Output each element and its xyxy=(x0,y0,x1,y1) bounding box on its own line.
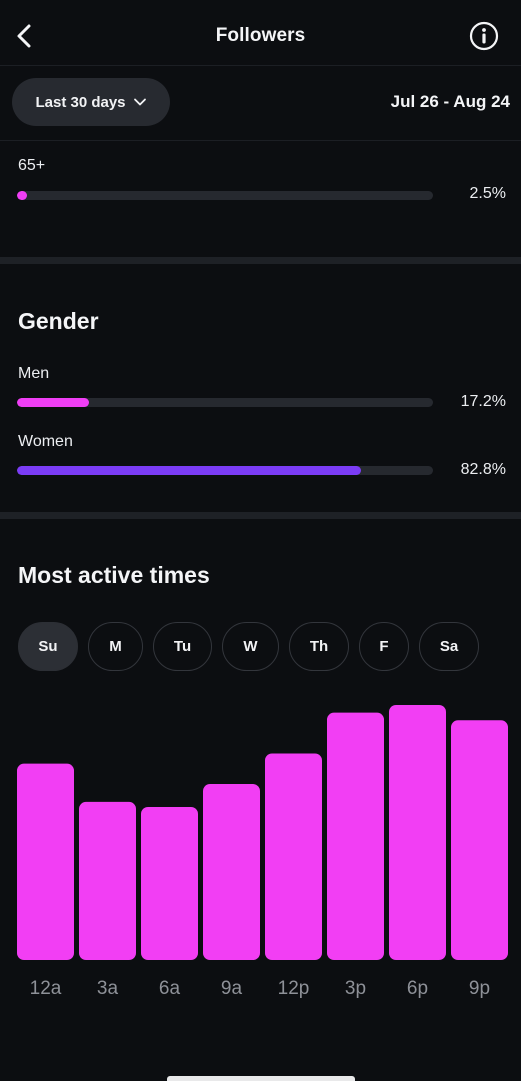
chart-tick-label: 9a xyxy=(221,978,243,999)
age-label-65plus: 65+ xyxy=(18,157,46,174)
men-percent: 17.2% xyxy=(460,393,506,410)
chevron-down-icon xyxy=(133,98,146,106)
chart-tick-label: 12a xyxy=(30,978,62,999)
chart-tick-label: 3p xyxy=(345,978,366,999)
day-tab-f[interactable]: F xyxy=(359,622,409,671)
info-icon xyxy=(469,21,499,51)
chevron-left-icon xyxy=(17,24,31,48)
date-range-dropdown[interactable]: Last 30 days xyxy=(12,78,170,126)
day-tab-tu[interactable]: Tu xyxy=(153,622,212,671)
women-bar-fill xyxy=(17,466,362,475)
day-tab-m[interactable]: M xyxy=(88,622,143,671)
women-bar-track xyxy=(17,466,433,475)
age-percent: 2.5% xyxy=(469,185,506,202)
chart-tick-label: 6a xyxy=(159,978,181,999)
top-bar: Followers xyxy=(0,0,521,66)
age-bar-track xyxy=(17,191,433,200)
date-range-row: Last 30 days Jul 26 - Aug 24 xyxy=(0,66,521,141)
date-range-label: Last 30 days xyxy=(35,93,126,111)
info-button[interactable] xyxy=(469,21,499,51)
day-tab-w[interactable]: W xyxy=(222,622,279,671)
chart-bar-9a[interactable] xyxy=(203,784,260,960)
men-bar-fill xyxy=(17,398,89,407)
chart-tick-label: 3a xyxy=(97,978,119,999)
age-bar-fill xyxy=(17,191,28,200)
gender-label-men: Men xyxy=(18,365,50,382)
day-tab-sa[interactable]: Sa xyxy=(419,622,479,671)
most-active-title: Most active times xyxy=(18,562,210,588)
section-divider xyxy=(0,512,521,519)
gender-label-women: Women xyxy=(18,433,73,450)
active-times-chart: 12a 3a 6a 9a 12p 3p 6p 9p xyxy=(17,705,508,999)
date-range-text: Jul 26 - Aug 24 xyxy=(390,92,510,111)
chart-tick-label: 6p xyxy=(407,978,428,999)
chart-bar-6p[interactable] xyxy=(389,705,446,960)
chart-bar-3a[interactable] xyxy=(79,801,136,960)
men-bar-track xyxy=(17,398,433,407)
chart-bar-9p[interactable] xyxy=(451,720,508,960)
chart-bar-12p[interactable] xyxy=(265,753,322,960)
day-tab-th[interactable]: Th xyxy=(289,622,349,671)
chart-tick-label: 9p xyxy=(469,978,490,999)
women-percent: 82.8% xyxy=(460,461,506,478)
back-button[interactable] xyxy=(8,18,40,54)
day-tab-su[interactable]: Su xyxy=(18,622,78,671)
chart-bar-6a[interactable] xyxy=(141,807,198,960)
chart-bar-12a[interactable] xyxy=(17,763,74,960)
chart-tick-label: 12p xyxy=(278,978,310,999)
gender-title: Gender xyxy=(18,308,99,334)
page-title: Followers xyxy=(215,25,306,46)
chart-bar-3p[interactable] xyxy=(327,712,384,960)
section-divider xyxy=(0,257,521,264)
home-indicator xyxy=(167,1076,355,1081)
